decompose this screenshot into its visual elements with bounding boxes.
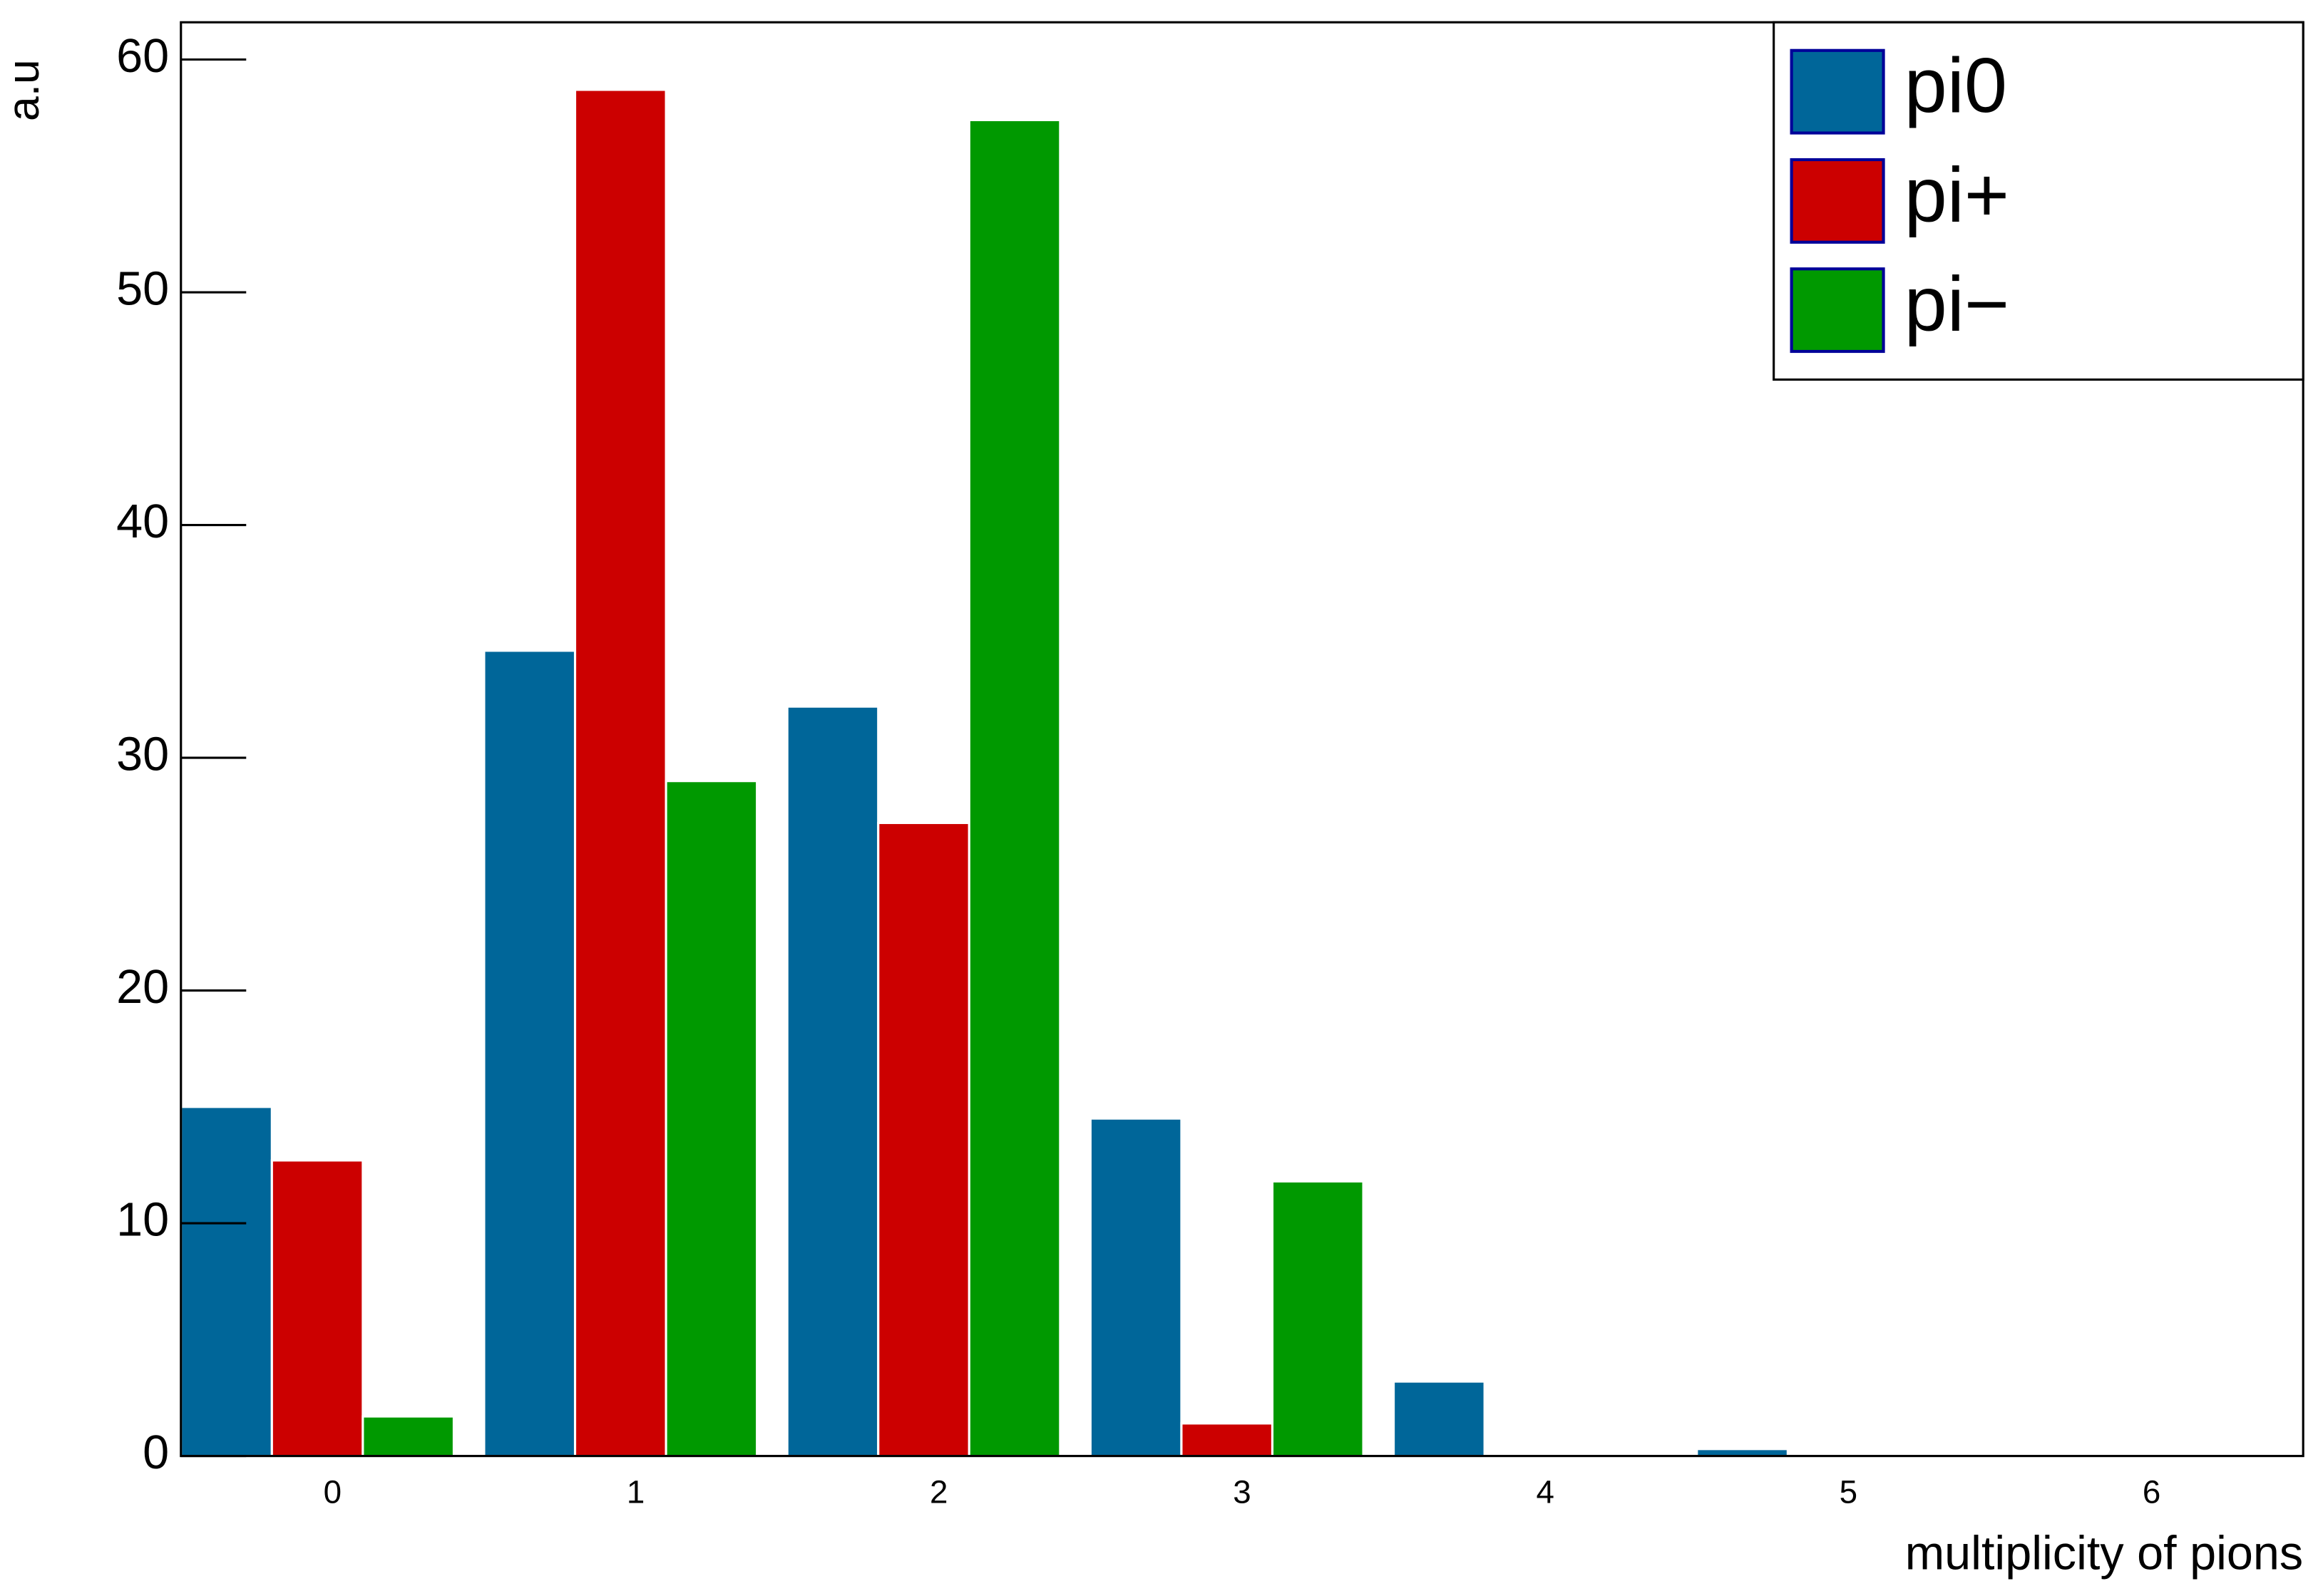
legend-swatch bbox=[1790, 158, 1885, 244]
y-tick-label: 40 bbox=[116, 495, 169, 548]
x-tick-label: 3 bbox=[1233, 1474, 1251, 1510]
y-axis-title: a.u bbox=[0, 59, 48, 121]
bar bbox=[877, 821, 970, 1458]
bar bbox=[270, 1159, 364, 1458]
y-tick-label: 20 bbox=[116, 961, 169, 1014]
y-tick-label: 50 bbox=[116, 263, 169, 316]
bar bbox=[180, 1106, 273, 1458]
bar bbox=[361, 1415, 456, 1458]
legend-swatch bbox=[1790, 267, 1885, 354]
x-axis-title: multiplicity of pions bbox=[1905, 1528, 2303, 1580]
x-tick-label: 1 bbox=[627, 1474, 645, 1510]
bar bbox=[786, 705, 880, 1458]
x-tick-label: 2 bbox=[930, 1474, 948, 1510]
legend: pi0 pi+ pi− bbox=[1773, 21, 2304, 381]
legend-label: pi0 bbox=[1904, 42, 2007, 128]
y-tick-label: 60 bbox=[116, 30, 169, 83]
bar bbox=[1180, 1422, 1274, 1458]
x-tick-label: 5 bbox=[1840, 1474, 1857, 1510]
y-tick-label: 0 bbox=[143, 1426, 169, 1479]
bar bbox=[1393, 1380, 1486, 1458]
legend-label: pi− bbox=[1904, 261, 2009, 347]
bar bbox=[483, 649, 577, 1458]
bar bbox=[1089, 1117, 1183, 1458]
x-tick-label: 4 bbox=[1536, 1474, 1554, 1510]
bar bbox=[665, 780, 759, 1458]
plot-frame bbox=[180, 21, 2304, 1458]
x-tick-label: 0 bbox=[324, 1474, 342, 1510]
legend-label: pi+ bbox=[1904, 151, 2009, 237]
bar bbox=[1271, 1180, 1365, 1458]
x-tick-label: 6 bbox=[2143, 1474, 2160, 1510]
legend-swatch bbox=[1790, 48, 1885, 135]
bar bbox=[968, 118, 1062, 1458]
bar bbox=[573, 88, 667, 1458]
y-tick-label: 10 bbox=[116, 1194, 169, 1247]
y-tick-label: 30 bbox=[116, 729, 169, 781]
